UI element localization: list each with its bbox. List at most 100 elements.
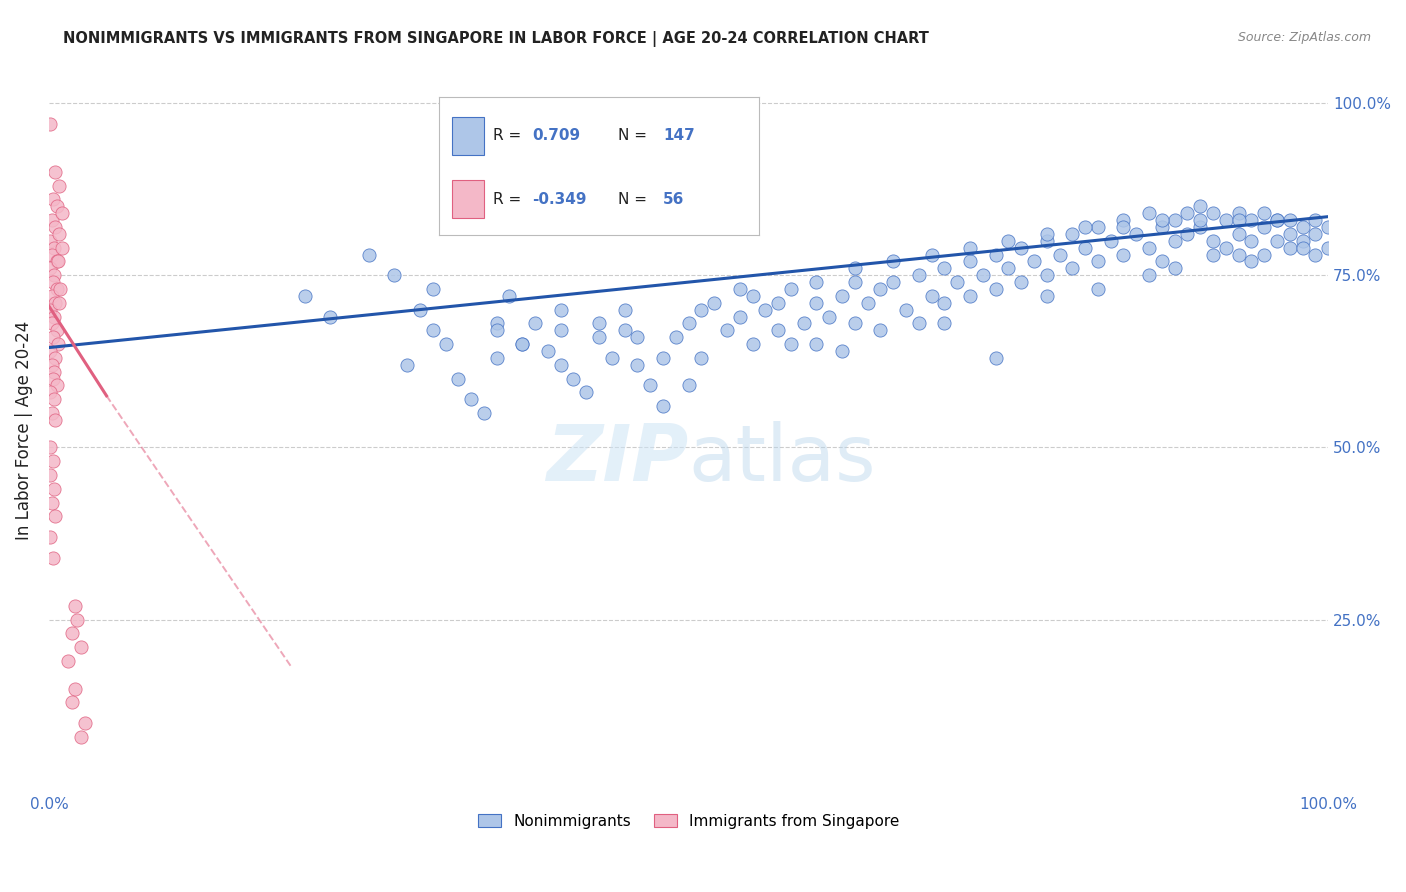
Point bbox=[1177, 227, 1199, 241]
Point bbox=[1291, 219, 1313, 234]
Point bbox=[45, 254, 67, 268]
Point bbox=[1265, 213, 1288, 227]
Point bbox=[485, 351, 508, 365]
Point bbox=[959, 254, 981, 268]
Point bbox=[1035, 227, 1057, 241]
Point bbox=[48, 178, 70, 193]
Point bbox=[46, 337, 69, 351]
Point bbox=[1215, 213, 1237, 227]
Point bbox=[1163, 213, 1185, 227]
Point bbox=[946, 275, 969, 289]
Point bbox=[44, 295, 66, 310]
Point bbox=[1227, 247, 1250, 261]
Point bbox=[1265, 213, 1288, 227]
Point bbox=[70, 640, 93, 655]
Point bbox=[550, 358, 572, 372]
Point bbox=[1317, 241, 1340, 255]
Text: ZIP: ZIP bbox=[547, 421, 689, 497]
Point bbox=[575, 385, 598, 400]
Point bbox=[1010, 275, 1032, 289]
Point bbox=[42, 330, 65, 344]
Point bbox=[1253, 247, 1275, 261]
Point bbox=[319, 310, 342, 324]
Point bbox=[972, 268, 994, 283]
Point bbox=[652, 399, 675, 413]
Point bbox=[1035, 234, 1057, 248]
Point bbox=[41, 358, 63, 372]
Point bbox=[1150, 219, 1173, 234]
Point bbox=[357, 247, 380, 261]
Point bbox=[588, 317, 610, 331]
Point bbox=[45, 378, 67, 392]
Point bbox=[869, 323, 891, 337]
Point bbox=[73, 716, 96, 731]
Point bbox=[42, 268, 65, 283]
Point bbox=[510, 337, 533, 351]
Point bbox=[1062, 261, 1084, 276]
Point bbox=[485, 323, 508, 337]
Point bbox=[754, 302, 776, 317]
Point bbox=[41, 289, 63, 303]
Point bbox=[1137, 241, 1160, 255]
Point bbox=[422, 282, 444, 296]
Point bbox=[997, 261, 1019, 276]
Point bbox=[1035, 289, 1057, 303]
Point bbox=[41, 247, 63, 261]
Point bbox=[766, 295, 789, 310]
Point bbox=[665, 330, 688, 344]
Point bbox=[66, 613, 89, 627]
Point bbox=[1163, 234, 1185, 248]
Point bbox=[1240, 213, 1263, 227]
Point bbox=[485, 317, 508, 331]
Point bbox=[638, 378, 661, 392]
Point bbox=[921, 289, 943, 303]
Point bbox=[806, 295, 828, 310]
Point bbox=[1265, 234, 1288, 248]
Point bbox=[613, 323, 636, 337]
Point bbox=[1317, 219, 1340, 234]
Point bbox=[1202, 234, 1225, 248]
Point bbox=[1278, 241, 1301, 255]
Point bbox=[44, 351, 66, 365]
Text: NONIMMIGRANTS VS IMMIGRANTS FROM SINGAPORE IN LABOR FORCE | AGE 20-24 CORRELATIO: NONIMMIGRANTS VS IMMIGRANTS FROM SINGAPO… bbox=[63, 31, 929, 47]
Point bbox=[716, 323, 738, 337]
Point bbox=[882, 275, 904, 289]
Point bbox=[42, 392, 65, 407]
Point bbox=[1240, 254, 1263, 268]
Point bbox=[39, 468, 62, 483]
Point bbox=[921, 247, 943, 261]
Point bbox=[45, 199, 67, 213]
Point bbox=[1137, 268, 1160, 283]
Point bbox=[1112, 219, 1135, 234]
Point bbox=[934, 261, 956, 276]
Point bbox=[41, 406, 63, 420]
Point bbox=[1177, 206, 1199, 220]
Point bbox=[422, 323, 444, 337]
Point bbox=[1087, 282, 1109, 296]
Point bbox=[1150, 213, 1173, 227]
Point bbox=[41, 213, 63, 227]
Point bbox=[44, 509, 66, 524]
Point bbox=[41, 317, 63, 331]
Point bbox=[1227, 227, 1250, 241]
Point bbox=[44, 413, 66, 427]
Point bbox=[45, 282, 67, 296]
Point bbox=[1049, 247, 1071, 261]
Point bbox=[1099, 234, 1122, 248]
Point bbox=[48, 295, 70, 310]
Point bbox=[690, 302, 713, 317]
Point bbox=[907, 268, 929, 283]
Point bbox=[56, 654, 79, 668]
Point bbox=[588, 330, 610, 344]
Point bbox=[1189, 213, 1212, 227]
Point bbox=[42, 454, 65, 468]
Point bbox=[831, 344, 853, 359]
Point bbox=[1189, 199, 1212, 213]
Text: atlas: atlas bbox=[689, 421, 876, 497]
Point bbox=[42, 193, 65, 207]
Point bbox=[806, 275, 828, 289]
Point bbox=[42, 310, 65, 324]
Point bbox=[613, 302, 636, 317]
Point bbox=[510, 337, 533, 351]
Point bbox=[60, 626, 83, 640]
